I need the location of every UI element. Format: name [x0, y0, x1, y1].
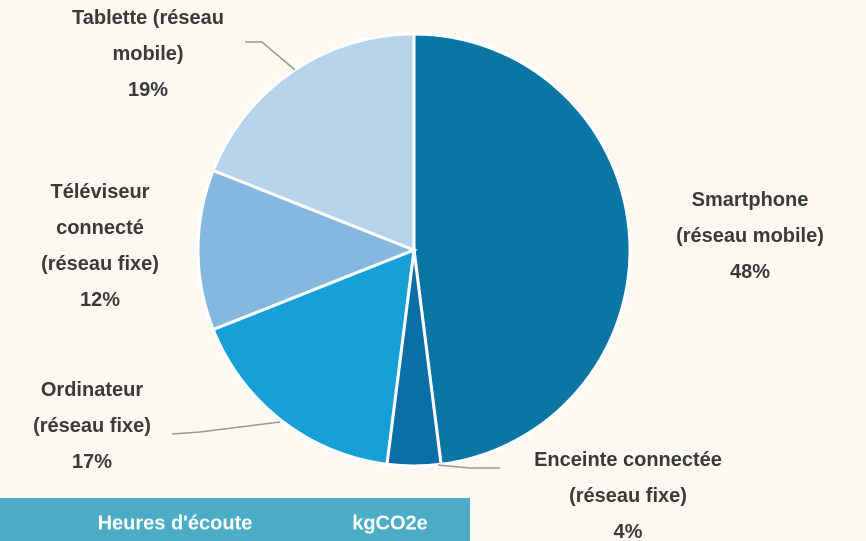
pie-slice — [211, 247, 416, 466]
value-label: 12% — [79, 289, 121, 311]
table-header-bar — [0, 498, 470, 541]
leader-line — [245, 41, 296, 71]
pie-slice — [211, 32, 416, 253]
category-label: Tablette (réseau mobile) — [72, 7, 224, 65]
value-label: 19% — [127, 79, 169, 101]
pie-slice — [196, 168, 419, 332]
table-header: kgCO2e — [352, 512, 428, 534]
slice-label: Tablette (réseau mobile) 19% — [43, 0, 253, 108]
value-label: 17% — [71, 451, 113, 473]
leader-line — [437, 464, 500, 469]
value-label: 48% — [729, 261, 771, 283]
slice-label: Smartphone (réseau mobile) 48% — [655, 182, 845, 290]
slice-label: Enceinte connectée (réseau fixe) 4% — [503, 442, 753, 541]
category-label: Téléviseur connecté (réseau fixe) — [41, 181, 159, 275]
table-header: Heures d'écoute — [98, 512, 253, 534]
value-label: 4% — [613, 521, 643, 541]
leader-line — [171, 421, 281, 435]
pie-slice — [412, 32, 632, 466]
category-label: Smartphone (réseau mobile) — [676, 189, 824, 247]
slice-label: Téléviseur connecté (réseau fixe) 12% — [20, 174, 180, 318]
category-label: Ordinateur (réseau fixe) — [33, 379, 151, 437]
slice-label: Ordinateur (réseau fixe) 17% — [7, 372, 177, 480]
category-label: Enceinte connectée (réseau fixe) — [534, 449, 722, 507]
